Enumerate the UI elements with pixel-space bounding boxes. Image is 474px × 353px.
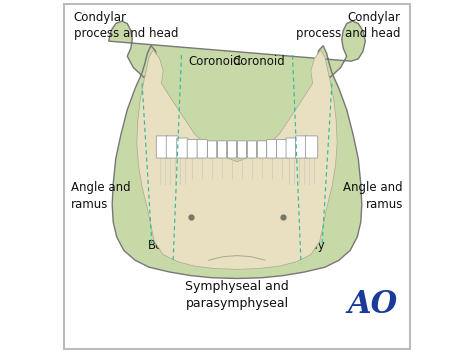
Text: AO: AO <box>347 289 398 320</box>
Text: Body: Body <box>148 239 178 252</box>
FancyBboxPatch shape <box>277 139 287 158</box>
Text: Angle and
ramus: Angle and ramus <box>71 181 131 211</box>
FancyBboxPatch shape <box>286 138 297 158</box>
FancyBboxPatch shape <box>305 136 318 158</box>
FancyBboxPatch shape <box>295 136 308 158</box>
FancyBboxPatch shape <box>187 139 197 158</box>
FancyBboxPatch shape <box>247 141 256 158</box>
FancyBboxPatch shape <box>218 141 227 158</box>
Text: Coronoid: Coronoid <box>189 55 241 68</box>
FancyBboxPatch shape <box>166 136 179 158</box>
Text: Coronoid: Coronoid <box>233 55 285 68</box>
Text: Angle and
ramus: Angle and ramus <box>343 181 403 211</box>
FancyBboxPatch shape <box>267 139 277 158</box>
FancyBboxPatch shape <box>257 141 266 158</box>
Polygon shape <box>137 50 337 269</box>
Text: Body: Body <box>296 239 326 252</box>
Text: Condylar
process and head: Condylar process and head <box>73 11 178 40</box>
Text: Symphyseal and
parasymphyseal: Symphyseal and parasymphyseal <box>185 280 289 310</box>
FancyBboxPatch shape <box>156 136 169 158</box>
FancyBboxPatch shape <box>228 141 237 158</box>
Polygon shape <box>109 21 365 279</box>
Text: Condylar
process and head: Condylar process and head <box>296 11 401 40</box>
FancyBboxPatch shape <box>237 141 246 158</box>
FancyBboxPatch shape <box>208 141 217 158</box>
FancyBboxPatch shape <box>177 138 188 158</box>
FancyBboxPatch shape <box>197 139 207 158</box>
